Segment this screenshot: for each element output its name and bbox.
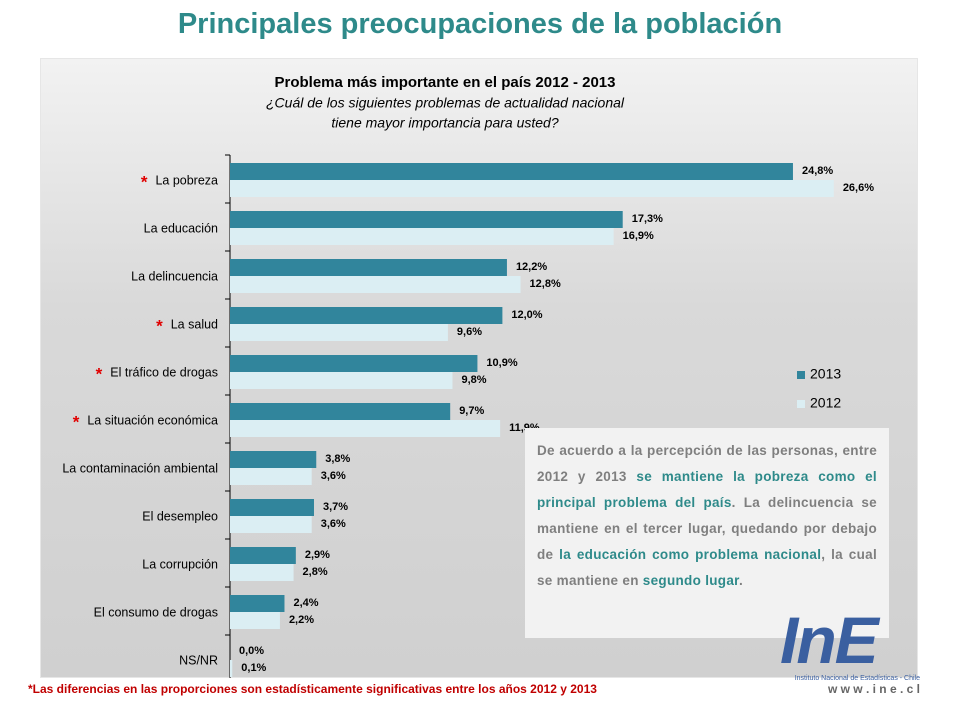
- note-text: . La delincuencia se mantiene en el terc…: [537, 495, 877, 562]
- bar: [230, 163, 793, 180]
- category-label: La delincuencia: [131, 269, 218, 283]
- category-label: El desempleo: [142, 509, 218, 523]
- slide-title: Principales preocupaciones de la poblaci…: [177, 8, 783, 40]
- bar: [230, 564, 294, 581]
- note-text: se mantiene la pobreza como el principal…: [537, 469, 877, 510]
- bar: [230, 276, 521, 293]
- bar: [230, 547, 296, 564]
- note-box: De acuerdo a la percepción de las person…: [525, 428, 889, 638]
- footnote: *Las diferencias en las proporciones son…: [20, 678, 768, 700]
- value-label: 2,4%: [293, 597, 318, 609]
- logo-mark: InE: [780, 603, 879, 677]
- category-label: La contaminación ambiental: [62, 461, 218, 475]
- note-text: De acuerdo a la percepción de las person…: [537, 443, 877, 484]
- value-label: 0,0%: [239, 645, 264, 657]
- bar: [230, 516, 312, 533]
- significance-marker: *: [96, 364, 103, 383]
- bar: [230, 180, 834, 197]
- note-text: segundo lugar: [642, 573, 739, 588]
- value-label: 3,6%: [321, 518, 346, 530]
- value-label: 9,7%: [459, 405, 484, 417]
- category-label: La educación: [144, 221, 218, 235]
- bar: [230, 612, 280, 629]
- bar: [230, 499, 314, 516]
- value-label: 0,1%: [241, 662, 266, 674]
- bar: [230, 451, 317, 468]
- value-label: 10,9%: [486, 357, 517, 369]
- note-text: la educación como problema nacional: [559, 547, 822, 562]
- value-label: 9,8%: [461, 374, 486, 386]
- value-label: 2,9%: [305, 549, 330, 561]
- bar: [230, 595, 285, 612]
- logo-url: w w w . i n e . c l: [827, 682, 920, 696]
- value-label: 3,8%: [325, 453, 350, 465]
- value-label: 12,8%: [530, 278, 561, 290]
- bar: [230, 355, 478, 372]
- value-label: 3,6%: [321, 470, 346, 482]
- bar: [230, 660, 233, 677]
- significance-marker: *: [156, 316, 163, 335]
- category-label: La situación económica: [87, 413, 218, 427]
- bar: [230, 259, 507, 276]
- category-label: La corrupción: [142, 557, 218, 571]
- note-text: .: [738, 573, 744, 588]
- bar: [230, 307, 503, 324]
- category-label: La salud: [171, 317, 218, 331]
- legend-label: 2012: [810, 395, 841, 411]
- bar: [230, 420, 501, 437]
- bar: [230, 211, 623, 228]
- category-label: El tráfico de drogas: [110, 365, 218, 379]
- legend-swatch: [797, 371, 805, 379]
- bar: [230, 324, 448, 341]
- value-label: 2,8%: [303, 566, 328, 578]
- logo: InE Instituto Nacional de Estadísticas -…: [780, 605, 920, 700]
- chart-title: Problema más importante en el país 2012 …: [275, 74, 616, 91]
- category-label: La pobreza: [155, 173, 218, 187]
- legend-swatch: [797, 400, 805, 408]
- category-label: NS/NR: [179, 653, 218, 667]
- chart-subtitle: ¿Cuál de los siguientes problemas de act…: [266, 95, 625, 111]
- bar: [230, 372, 453, 389]
- chart-subtitle: tiene mayor importancia para usted?: [331, 115, 558, 131]
- bar: [230, 468, 312, 485]
- value-label: 24,8%: [802, 165, 833, 177]
- value-label: 12,2%: [516, 261, 547, 273]
- bar: [230, 403, 451, 420]
- value-label: 3,7%: [323, 501, 348, 513]
- legend-label: 2013: [810, 366, 841, 382]
- value-label: 12,0%: [511, 309, 542, 321]
- category-label: El consumo de drogas: [94, 605, 218, 619]
- value-label: 9,6%: [457, 326, 482, 338]
- logo-institute: Instituto Nacional de Estadísticas - Chi…: [794, 675, 920, 682]
- significance-marker: *: [141, 172, 148, 191]
- bar: [230, 228, 614, 245]
- significance-marker: *: [73, 412, 80, 431]
- value-label: 17,3%: [632, 213, 663, 225]
- value-label: 26,6%: [843, 182, 874, 194]
- value-label: 16,9%: [623, 230, 654, 242]
- note-text: , la cual se mantiene en: [537, 547, 878, 588]
- value-label: 2,2%: [289, 614, 314, 626]
